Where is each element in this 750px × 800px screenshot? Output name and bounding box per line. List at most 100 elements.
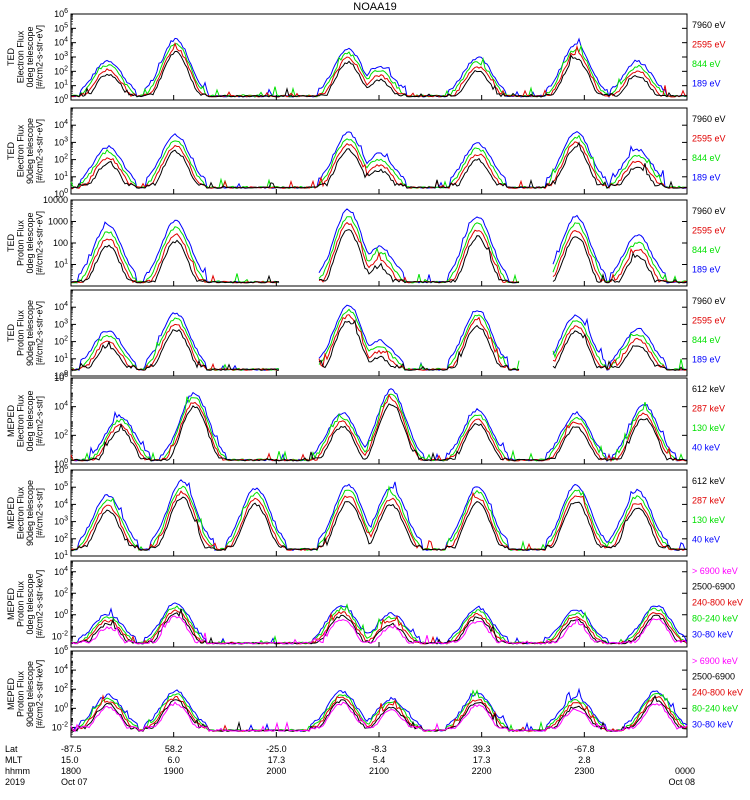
legend-entry: 7960 eV [692,114,726,124]
x-axis-value: 2300 [574,766,594,776]
legend-entry: 240-800 keV [692,598,743,608]
y-tick-label: 101 [54,550,68,561]
x-axis-row-label: hhmm [5,766,30,776]
y-tick-label: 102 [54,336,68,347]
x-axis-value: 1800 [61,766,81,776]
legend-entry: 30-80 keV [692,629,733,639]
panel-1: 100 101 102 103 104 105 106 TEDElectron Flux0de… [6,8,726,105]
y-tick-label: 106 [54,464,68,475]
y-tick-label: 104 [54,566,68,577]
series-magenta [70,615,688,645]
y-tick-label: 101 [54,259,68,270]
y-tick-label: 10-2 [52,630,68,641]
x-axis-value: 2.8 [578,755,591,765]
panel-frame [70,560,688,648]
y-tick-label: 100 [53,238,68,248]
series-black [70,50,688,98]
legend-entry: 2595 eV [692,315,726,325]
series-red [70,141,688,189]
x-axis-value: 5.4 [373,755,386,765]
x-axis-value: 39.3 [473,744,491,754]
x-axis-value: 1900 [164,766,184,776]
y-axis-label: TEDProton Flux90deg telescope[#/cm2-s-st… [6,300,45,366]
x-axis-value: -87.5 [61,744,82,754]
y-axis-label: MEPEDElectron Flux90deg telescope[#/cm2-… [6,480,45,546]
legend-entry: 2595 eV [692,225,726,235]
legend-entry: 130 keV [692,423,725,433]
legend-entry: 40 keV [692,535,720,545]
legend-entry: 189 eV [692,265,721,275]
y-tick-label: 106 [54,8,68,19]
series-green [70,689,688,733]
panel-frame [70,107,688,195]
legend-entry: 844 eV [692,245,721,255]
series-blue [70,479,688,551]
legend-entry: 80-240 keV [692,614,738,624]
y-tick-label: 104 [54,301,68,312]
y-tick-label: 103 [54,318,68,329]
x-axis-value: 15.0 [61,755,79,765]
legend-entry: 612 keV [692,384,725,394]
y-tick-label: 103 [54,51,68,62]
y-tick-label: 103 [54,136,68,147]
legend-entry: 2500-6900 [692,582,735,592]
series-red [70,609,688,645]
x-axis-row-label: MLT [5,755,23,765]
y-tick-label: 101 [54,80,68,91]
y-tick-label: 10000 [43,195,68,205]
series-blue [70,388,688,463]
legend-entry: 844 eV [692,153,721,163]
y-tick-label: 104 [54,119,68,130]
y-tick-label: 104 [54,498,68,509]
x-axis-value: 0000 [675,766,695,776]
y-tick-label: 101 [54,171,68,182]
series-black [70,608,688,645]
y-tick-label: 10-2 [52,721,68,732]
x-axis-value: Oct 08 [668,777,695,787]
series-blue [70,131,688,190]
y-axis-label: MEPEDProton Flux0deg telescope[#/cm2-s-s… [6,570,45,639]
legend-entry: 2595 eV [692,133,726,143]
y-tick-label: 102 [54,65,68,76]
legend-entry: > 6900 keV [692,656,738,666]
legend-entry: > 6900 keV [692,566,738,576]
x-axis-value: Oct 07 [61,777,88,787]
y-tick-label: 104 [54,664,68,675]
legend-entry: 287 keV [692,495,725,505]
legend-entry: 7960 eV [692,20,726,30]
y-tick-label: 105 [54,22,68,33]
legend-entry: 844 eV [692,59,721,69]
series-green [70,134,688,189]
series-black [71,403,688,462]
panel-6: 101 102 103 104 105 106 MEPEDElectron Flux90de… [6,464,725,561]
legend-entry: 40 keV [692,443,720,453]
x-axis-value: -25.0 [266,744,287,754]
legend-entry: 240-800 keV [692,688,743,698]
series-green [70,393,688,463]
y-axis-label: MEPEDProton Flux90deg telescope[#/cm2-s-… [6,660,45,729]
y-tick-label: 102 [54,587,68,598]
panel-5: 100 102 104 106 MEPEDElectron Flux0deg teles… [6,372,725,469]
x-axis-value: -8.3 [371,744,387,754]
y-tick-label: 105 [54,481,68,492]
y-tick-label: 104 [54,401,68,412]
series-magenta [70,701,688,733]
x-axis-row-label: Lat [5,744,18,754]
x-axis-value: 17.3 [268,755,286,765]
series-green [70,603,687,645]
y-tick-label: 102 [54,154,68,165]
panel-8: 10-2 100 102 104 106 MEPEDProton Flux90deg te… [6,645,743,738]
series-black [70,229,688,284]
legend-entry: 844 eV [692,335,721,345]
y-tick-label: 102 [54,683,68,694]
legend-entry: 189 eV [692,355,721,365]
panel-4: 100 101 102 103 104 TEDProton Flux90deg teles… [6,289,726,381]
series-black [70,694,688,732]
y-tick-label: 104 [54,37,68,48]
y-tick-label: 100 [54,94,68,105]
x-axis-value: 2200 [472,766,492,776]
y-tick-label: 100 [54,458,68,469]
y-tick-label: 1000 [48,217,68,227]
figure-title: NOAA19 [353,1,397,13]
series-green [70,485,688,552]
